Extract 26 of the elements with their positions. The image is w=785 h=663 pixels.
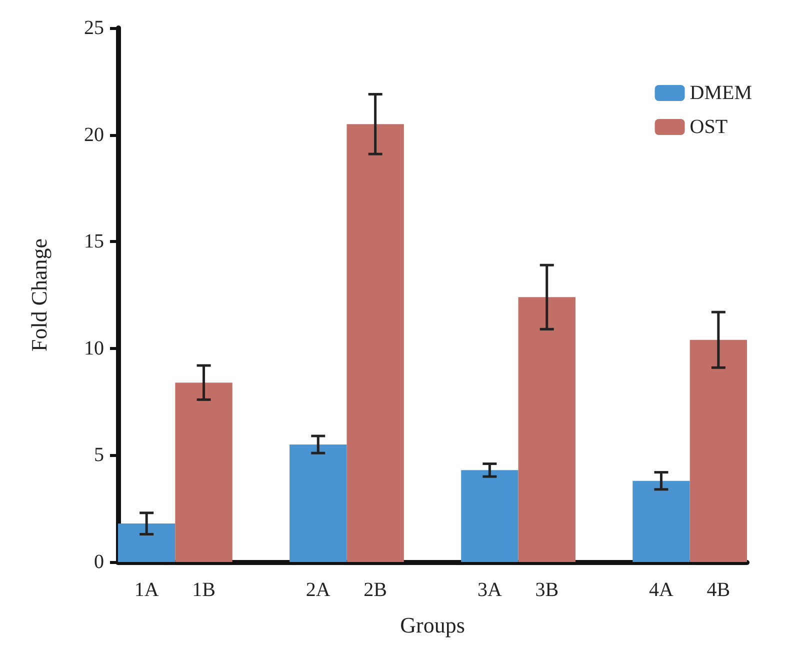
x-tick-label: 2A xyxy=(306,579,331,601)
bar xyxy=(690,340,747,562)
bar xyxy=(518,297,576,562)
x-tick-label: 3B xyxy=(535,579,559,601)
x-tick-label: 4A xyxy=(649,579,674,601)
y-tick-label: 20 xyxy=(84,124,104,146)
x-tick-label: 1A xyxy=(134,579,160,601)
legend-label: OST xyxy=(690,116,728,138)
bar xyxy=(346,124,404,562)
bar xyxy=(290,444,347,562)
x-tick-label: 3A xyxy=(477,579,502,601)
legend-label: DMEM xyxy=(690,82,752,104)
y-tick-label: 15 xyxy=(84,230,104,253)
y-tick-label: 10 xyxy=(84,337,104,360)
bar xyxy=(175,382,232,562)
y-tick-label: 5 xyxy=(94,444,104,466)
x-tick-label: 1B xyxy=(192,579,216,601)
x-axis-title: Groups xyxy=(400,612,465,638)
bar xyxy=(632,480,690,562)
bar xyxy=(461,470,518,562)
y-axis-title: Fold Change xyxy=(26,238,52,352)
bar xyxy=(118,524,176,562)
x-tick-label: 2B xyxy=(364,579,387,601)
y-tick-label: 25 xyxy=(84,17,104,39)
x-tick-label: 4B xyxy=(706,579,730,601)
y-tick-label: 0 xyxy=(94,551,104,573)
